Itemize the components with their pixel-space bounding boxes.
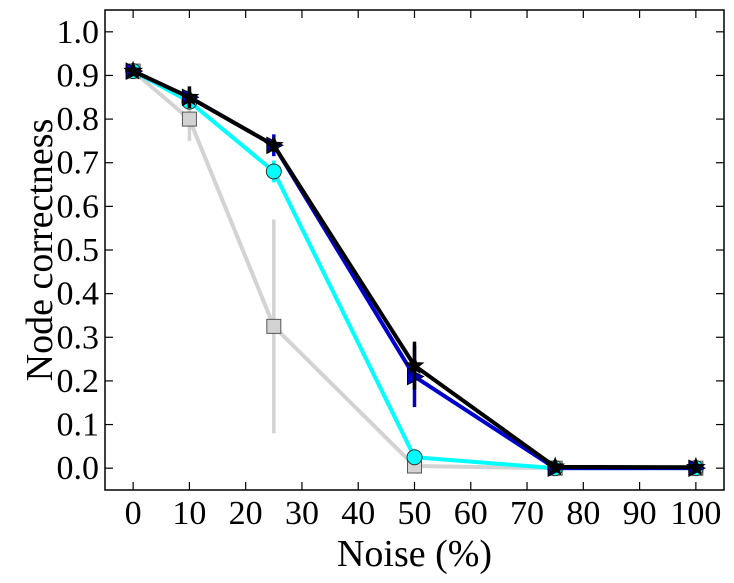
star-marker [123, 60, 144, 80]
y-tick-label: 0.0 [57, 450, 100, 487]
x-tick-label: 10 [172, 495, 206, 532]
series-line [132, 69, 696, 470]
y-tick-label: 0.5 [57, 232, 100, 269]
y-tick-label: 0.6 [57, 188, 100, 225]
x-tick-label: 40 [341, 495, 375, 532]
x-tick-label: 0 [125, 495, 142, 532]
x-tick-label: 30 [285, 495, 319, 532]
series-triangle-right [125, 62, 706, 477]
x-tick-label: 60 [454, 495, 488, 532]
x-tick-label: 50 [398, 495, 432, 532]
square-marker [266, 318, 282, 334]
series-layer [123, 60, 706, 477]
x-axis-ticks: 0 10 20 30 40 50 60 70 80 90 100 [125, 10, 721, 532]
x-tick-label: 20 [229, 495, 263, 532]
y-tick-label: 0.2 [57, 363, 100, 400]
y-tick-label: 0.3 [57, 319, 100, 356]
star-marker [685, 456, 706, 476]
x-tick-label: 90 [623, 495, 657, 532]
y-tick-label: 0.9 [57, 57, 100, 94]
star-marker [263, 134, 284, 154]
y-axis-ticks: 0.0 0.1 0.2 0.3 0.4 0.5 0.6 0.7 0.8 0.9 1.0 [57, 14, 724, 487]
x-tick-label: 70 [510, 495, 544, 532]
series-line [132, 69, 696, 471]
series-line [132, 69, 696, 471]
star-marker [545, 456, 566, 476]
y-tick-label: 1.0 [57, 14, 100, 51]
y-tick-label: 0.8 [57, 101, 100, 138]
y-tick-label: 0.4 [57, 276, 100, 313]
series-star [123, 60, 706, 476]
x-tick-label: 80 [566, 495, 600, 532]
circle-marker [265, 163, 282, 180]
x-axis-label: Noise (%) [337, 533, 492, 575]
star-marker [404, 355, 425, 375]
series-circle [125, 63, 704, 477]
circle-marker [406, 449, 423, 466]
series-square [125, 63, 704, 476]
y-axis-label: Node correctness [19, 119, 61, 382]
star-marker [179, 86, 200, 106]
plot-frame [104, 9, 725, 491]
square-marker [181, 111, 197, 127]
series-line [131, 69, 696, 471]
x-tick-label: 100 [670, 495, 721, 532]
y-tick-label: 0.1 [57, 407, 100, 444]
y-tick-label: 0.7 [57, 145, 100, 182]
